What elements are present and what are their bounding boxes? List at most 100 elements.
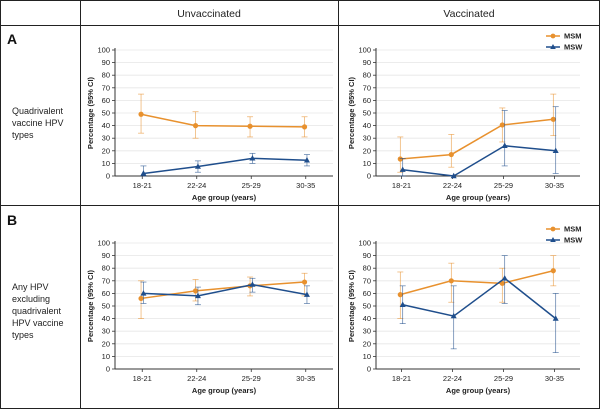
column-header-vaccinated: Vaccinated [443,8,494,20]
y-tick-label: 20 [102,146,110,155]
row-label-b-line: excluding [12,294,50,304]
y-tick-label: 50 [363,109,371,118]
y-tick-label: 70 [363,276,371,285]
y-tick-label: 0 [106,365,110,374]
series-line-msm [400,269,554,296]
x-axis-title: Age group (years) [446,193,511,202]
data-point-msw [501,275,508,281]
x-tick-label: 30-35 [296,374,315,383]
y-tick-label: 100 [358,239,371,248]
row-label-a-line: vaccine HPV [12,118,64,128]
y-axis-title: Percentage (95% CI) [86,269,95,342]
data-point-msm [499,280,505,286]
row-label-b: Any HPV excluding quadrivalent HPV vacci… [12,282,64,340]
x-tick-label: 25-29 [242,374,261,383]
data-point-msm [550,116,556,122]
data-point-msw [399,166,406,172]
data-point-msw [501,142,508,148]
data-point-msw [194,163,201,169]
x-tick-label: 18-21 [133,181,152,190]
y-tick-label: 80 [102,71,110,80]
row-label-b-line: quadrivalent [12,306,62,316]
data-point-msw [450,312,457,319]
chart-a-vaccinated: 0 10 20 30 40 50 60 70 80 90 100 18-21 22-24 25-29 30-… [347,32,583,202]
data-point-msm [192,288,199,294]
series-line-msm [400,118,554,160]
data-point-msw [303,157,310,163]
data-point-msw [303,291,310,297]
data-point-msm [397,156,403,162]
x-tick-label: 30-35 [296,181,315,190]
data-point-msw [552,315,559,321]
data-point-msm [301,124,308,130]
data-point-msm [247,123,253,129]
y-axis-title: Percentage (95% CI) [86,76,95,149]
y-axis-title: Percentage (95% CI) [347,76,356,149]
row-label-a-line: types [12,130,34,140]
y-tick-label: 30 [363,327,371,336]
y-tick-label: 30 [363,134,371,143]
y-tick-label: 90 [102,251,110,260]
data-point-msm [550,268,556,274]
row-label-b-line: HPV vaccine [12,318,64,328]
series-line-msw [402,277,557,320]
y-tick-label: 60 [102,289,110,298]
data-point-msm [192,123,199,129]
y-tick-label: 50 [363,302,371,311]
y-axis-title: Percentage (95% CI) [347,269,356,342]
data-point-msw [450,172,457,179]
data-point-msw [140,290,147,296]
row-label-b-line: types [12,330,34,340]
data-point-msw [552,147,559,153]
y-tick-label: 100 [97,46,110,55]
y-tick-label: 90 [102,58,110,67]
y-tick-label: 80 [363,264,371,273]
data-point-msm [138,111,144,117]
y-tick-label: 0 [367,172,371,181]
legend-label: MSM [564,225,582,234]
y-tick-label: 40 [102,121,110,130]
y-tick-label: 70 [363,83,371,92]
y-tick-label: 20 [102,339,110,348]
x-tick-label: 30-35 [545,374,564,383]
y-tick-label: 10 [102,159,110,168]
series-line-msw [143,283,308,297]
y-tick-label: 60 [363,96,371,105]
legend-label: MSW [564,236,583,245]
y-tick-label: 90 [363,58,371,67]
y-tick-label: 80 [363,71,371,80]
data-point-msw [140,170,147,176]
data-point-msw [399,301,406,307]
x-tick-label: 30-35 [545,181,564,190]
y-tick-label: 30 [102,327,110,336]
data-point-msm [448,151,454,158]
x-tick-label: 25-29 [494,374,513,383]
y-tick-label: 0 [367,365,371,374]
data-point-msm [499,122,505,128]
chart-a-unvaccinated: 0 10 20 30 40 50 60 70 80 90 100 18-21 22-24 25-29 30-… [86,46,333,202]
legend-marker [550,226,556,232]
y-tick-label: 50 [102,109,110,118]
x-tick-label: 18-21 [392,374,411,383]
y-tick-label: 30 [102,134,110,143]
data-point-msm [301,279,308,285]
legend-marker [550,44,556,49]
data-point-msw [194,292,201,299]
legend-marker [550,33,556,39]
series-line-msw [402,144,556,177]
y-tick-label: 10 [363,352,371,361]
row-letter-b: B [7,212,17,228]
x-tick-label: 25-29 [242,181,261,190]
data-point-msm [397,292,403,298]
y-tick-label: 50 [102,302,110,311]
x-tick-label: 22-24 [187,374,206,383]
y-tick-label: 80 [102,264,110,273]
x-axis-title: Age group (years) [192,193,257,202]
y-tick-label: 40 [363,314,371,323]
y-tick-label: 60 [363,289,371,298]
chart-b-unvaccinated: 0 10 20 30 40 50 60 70 80 90 100 18-21 22-24 25-29 30-… [86,239,333,395]
y-tick-label: 60 [102,96,110,105]
y-tick-label: 10 [363,159,371,168]
y-tick-label: 100 [97,239,110,248]
